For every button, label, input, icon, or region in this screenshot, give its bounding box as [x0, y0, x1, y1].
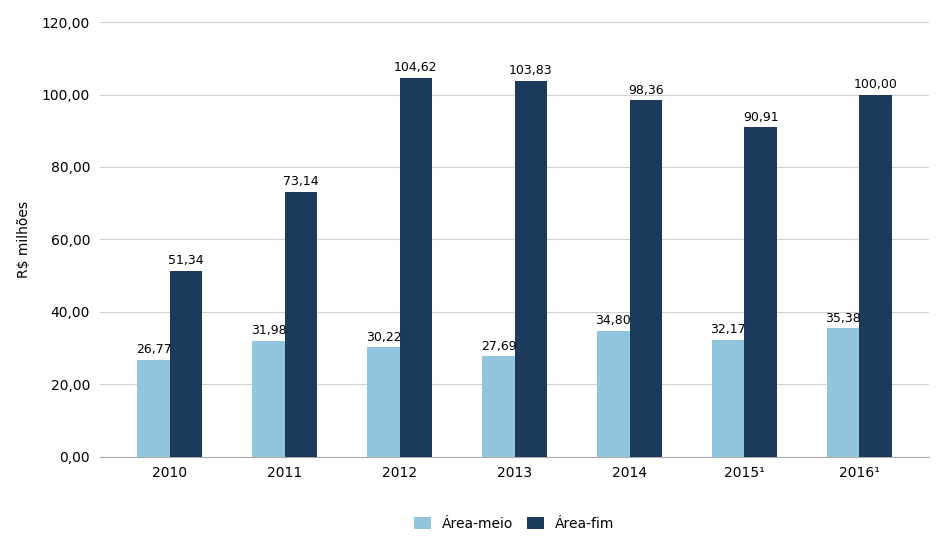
Bar [745, 128, 777, 457]
Bar [515, 81, 547, 457]
Bar [482, 356, 515, 457]
Text: 32,17: 32,17 [710, 323, 746, 337]
Text: 34,80: 34,80 [596, 314, 631, 327]
Text: 51,34: 51,34 [168, 254, 203, 267]
Text: 103,83: 103,83 [509, 64, 552, 77]
Bar [253, 341, 285, 457]
Y-axis label: R$ milhões: R$ milhões [17, 201, 30, 278]
Bar [827, 328, 859, 457]
Text: 30,22: 30,22 [366, 331, 401, 343]
Bar [285, 192, 317, 457]
Text: 104,62: 104,62 [394, 61, 437, 74]
Text: 26,77: 26,77 [135, 343, 171, 356]
Text: 98,36: 98,36 [628, 84, 663, 97]
Bar [367, 347, 399, 457]
Text: 35,38: 35,38 [826, 312, 861, 325]
Bar [169, 270, 201, 457]
Bar [629, 100, 661, 457]
Bar [712, 340, 745, 457]
Text: 90,91: 90,91 [743, 111, 779, 124]
Bar [399, 78, 431, 457]
Bar [859, 94, 892, 457]
Text: 31,98: 31,98 [251, 324, 287, 337]
Text: 27,69: 27,69 [481, 339, 517, 353]
Text: 73,14: 73,14 [283, 175, 319, 188]
Bar [597, 331, 629, 457]
Legend: Área-meio, Área-fim: Área-meio, Área-fim [409, 511, 621, 537]
Bar [137, 359, 169, 457]
Text: 100,00: 100,00 [853, 78, 898, 91]
